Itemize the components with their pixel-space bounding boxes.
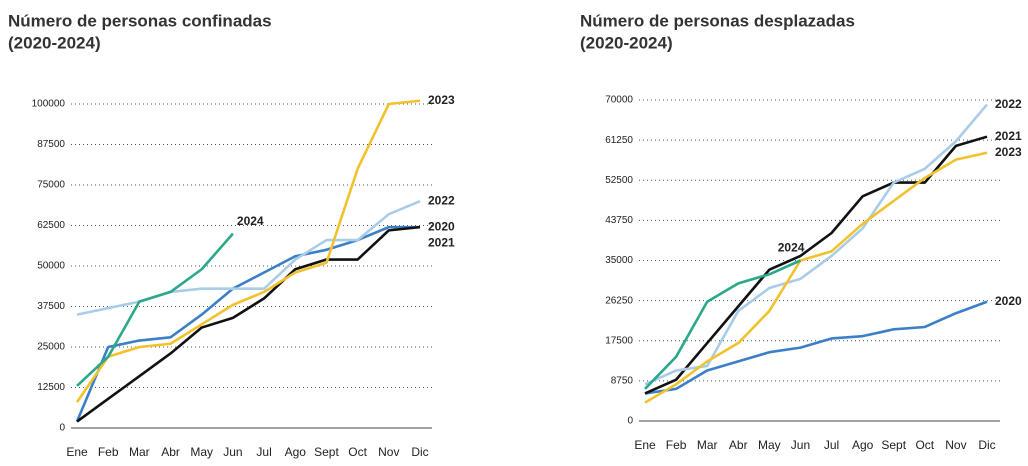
line-series xyxy=(644,135,988,395)
series-label: 2023 xyxy=(995,145,1022,159)
y-tick-label: 17500 xyxy=(605,335,633,346)
y-tick-label: 87500 xyxy=(37,139,65,150)
x-tick-label: Ene xyxy=(634,438,656,452)
x-tick-label: Ene xyxy=(66,445,88,459)
x-tick-label: Feb xyxy=(98,445,119,459)
y-tick-label: 25000 xyxy=(37,342,65,353)
line-series xyxy=(76,199,421,316)
y-tick-label: 37500 xyxy=(37,301,65,312)
y-tick-label: 43750 xyxy=(605,215,633,226)
line-series xyxy=(75,225,420,423)
x-tick-label: Jul xyxy=(256,445,271,459)
y-tick-label: 0 xyxy=(627,416,633,427)
x-tick-label: Sept xyxy=(881,438,906,452)
x-tick-label: Sept xyxy=(314,445,339,459)
x-tick-label: Jun xyxy=(223,445,242,459)
x-tick-label: Ago xyxy=(285,445,307,459)
chart-title: Número de personas confinadas xyxy=(8,11,272,30)
x-tick-label: Abr xyxy=(729,438,748,452)
x-tick-label: Jun xyxy=(791,438,810,452)
x-tick-label: Nov xyxy=(945,438,966,452)
y-tick-label: 100000 xyxy=(32,99,66,110)
x-tick-label: Dic xyxy=(978,438,995,452)
x-tick-label: Abr xyxy=(161,445,180,459)
y-tick-label: 8750 xyxy=(611,376,634,387)
line-series xyxy=(76,225,421,423)
series-label: 2023 xyxy=(428,93,455,107)
line-series xyxy=(644,259,801,390)
y-tick-label: 52500 xyxy=(605,175,633,186)
y-tick-label: 62500 xyxy=(37,220,65,231)
chart-subtitle: (2020-2024) xyxy=(8,33,101,52)
x-tick-label: Nov xyxy=(378,445,399,459)
x-tick-label: Feb xyxy=(666,438,687,452)
chart-title: Número de personas desplazadas xyxy=(580,11,855,30)
y-tick-label: 0 xyxy=(59,423,65,434)
y-tick-label: 61250 xyxy=(605,135,633,146)
series-label: 2022 xyxy=(428,193,455,207)
x-tick-label: Mar xyxy=(697,438,718,452)
line-series xyxy=(644,151,988,404)
y-tick-label: 70000 xyxy=(605,95,633,106)
line-series xyxy=(76,232,234,387)
x-tick-label: Mar xyxy=(129,445,150,459)
y-tick-label: 50000 xyxy=(37,261,65,272)
x-tick-label: Dic xyxy=(411,445,428,459)
x-tick-label: Oct xyxy=(915,438,934,452)
series-label: 2021 xyxy=(428,235,455,249)
series-label: 2024 xyxy=(237,214,264,228)
x-tick-label: May xyxy=(190,445,213,459)
y-tick-label: 75000 xyxy=(37,180,65,191)
series-label: 2022 xyxy=(995,97,1022,111)
series-label: 2021 xyxy=(995,129,1022,143)
series-label: 2024 xyxy=(778,241,805,255)
x-tick-label: Ago xyxy=(852,438,874,452)
x-tick-label: Jul xyxy=(824,438,839,452)
series-label: 2020 xyxy=(995,294,1022,308)
x-tick-label: Oct xyxy=(348,445,367,459)
series-label: 2020 xyxy=(428,219,455,233)
y-tick-label: 35000 xyxy=(605,255,633,266)
line-series xyxy=(75,99,421,403)
y-tick-label: 26250 xyxy=(605,295,633,306)
chart-subtitle: (2020-2024) xyxy=(580,33,673,52)
line-series xyxy=(644,300,988,395)
y-tick-label: 12500 xyxy=(37,382,65,393)
x-tick-label: May xyxy=(758,438,781,452)
